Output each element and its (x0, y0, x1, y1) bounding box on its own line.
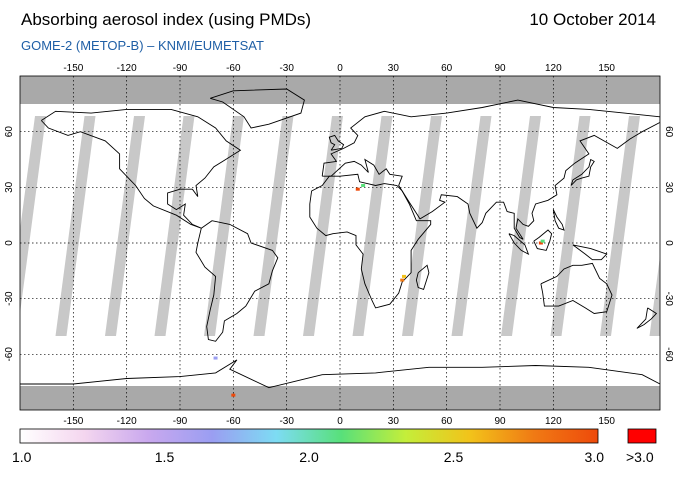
orbit-swath-gaps (20, 116, 660, 336)
new-zealand-coastline (636, 307, 658, 329)
lon-tick-top: -120 (117, 63, 137, 74)
lon-tick-bottom: 120 (545, 416, 562, 427)
lat-tick-right: 60 (663, 126, 674, 138)
antarctica-coastline (20, 359, 660, 389)
sumatra-coastline (508, 233, 530, 256)
aerosol-hotspot (400, 278, 405, 282)
lon-tick-top: -30 (279, 63, 294, 74)
swath-gap (20, 116, 46, 314)
map-subtitle: GOME-2 (METOP-B) – KNMI/EUMETSAT (21, 38, 264, 53)
japan-coastline (570, 158, 595, 186)
lat-tick-left: 60 (4, 126, 15, 138)
longitude-ticks-bottom: -150 -120 -90 -60 -30 0 30 60 90 120 150 (63, 416, 615, 427)
colorbar-label: 1.0 (12, 449, 32, 465)
lon-tick-top: 90 (494, 63, 506, 74)
south-polar-cap (20, 386, 660, 410)
colorbar: 1.0 1.5 2.0 2.5 3.0 >3.0 (12, 428, 657, 465)
south-america-coastline (195, 220, 279, 342)
uk-coastline (328, 134, 345, 151)
lon-tick-bottom: 150 (598, 416, 615, 427)
lat-tick-right: 0 (663, 240, 674, 246)
aerosol-hotspots (213, 183, 545, 397)
map-frame (19, 75, 661, 411)
aerosol-hotspot (538, 241, 543, 245)
swath-gap (154, 116, 195, 336)
lat-tick-left: 30 (4, 181, 15, 193)
aerosol-hotspot (355, 187, 360, 191)
longitude-ticks-top: -150 -120 -90 -60 -30 0 30 60 90 120 150 (63, 63, 615, 74)
borneo-coastline (533, 229, 553, 251)
lon-tick-top: -60 (226, 63, 241, 74)
swath-gap (402, 116, 442, 336)
north-america-coastline (40, 108, 242, 229)
lat-tick-left: -30 (4, 291, 15, 306)
lon-tick-bottom: -30 (279, 416, 294, 427)
lon-tick-bottom: 60 (441, 416, 453, 427)
lat-tick-left: -60 (4, 347, 15, 362)
lon-tick-bottom: 0 (337, 416, 343, 427)
swath-gap (451, 116, 492, 336)
aerosol-hotspot (213, 356, 218, 360)
lat-tick-left: 0 (4, 240, 15, 246)
swath-gap (352, 116, 393, 336)
swath-gap (649, 256, 660, 336)
new-guinea-coastline (572, 244, 608, 261)
map-area (20, 76, 660, 410)
colorbar-label: 2.0 (299, 449, 319, 465)
aerosol-hotspot (402, 274, 406, 278)
swath-gap (550, 116, 591, 336)
colorbar-label: 2.5 (444, 449, 464, 465)
philippines-coastline (552, 209, 565, 231)
swath-gap (105, 116, 145, 336)
lon-tick-bottom: -120 (117, 416, 137, 427)
coastlines (20, 88, 660, 389)
africa-coastline (309, 173, 432, 309)
lon-tick-top: 150 (598, 63, 615, 74)
eurasia-coastline (321, 99, 660, 240)
colorbar-label: 1.5 (155, 449, 175, 465)
map-date: 10 October 2014 (529, 10, 656, 29)
latitude-ticks-right: 60 30 0 -30 -60 (663, 126, 674, 362)
lon-tick-bottom: 30 (388, 416, 400, 427)
madagascar-coastline (415, 264, 430, 290)
lon-tick-bottom: 90 (494, 416, 506, 427)
lon-tick-top: 30 (388, 63, 400, 74)
lon-tick-top: 0 (337, 63, 343, 74)
aerosol-hotspot (361, 183, 366, 187)
swath-gap (55, 116, 96, 336)
lon-tick-bottom: -60 (226, 416, 241, 427)
swath-gap (501, 116, 541, 336)
aerosol-hotspot (540, 239, 545, 243)
graticule (20, 76, 660, 410)
colorbar-label: 3.0 (585, 449, 605, 465)
aerosol-hotspot (231, 393, 236, 397)
colorbar-overflow-label: >3.0 (626, 449, 654, 465)
lat-tick-right: -30 (663, 291, 674, 306)
swath-gap (600, 116, 640, 336)
lon-tick-top: 60 (441, 63, 453, 74)
lon-tick-top: -150 (63, 63, 83, 74)
lon-tick-bottom: -90 (173, 416, 188, 427)
swath-gap (303, 116, 343, 336)
lon-tick-top: -90 (173, 63, 188, 74)
swath-gap (204, 116, 244, 336)
lat-tick-right: 30 (663, 182, 674, 194)
lat-tick-right: -60 (663, 347, 674, 362)
map-title: Absorbing aerosol index (using PMDs) (21, 10, 312, 29)
lon-tick-bottom: -150 (63, 416, 83, 427)
latitude-ticks-left: 60 30 0 -30 -60 (4, 126, 15, 362)
colorbar-gradient (19, 428, 599, 444)
colorbar-overflow-swatch (627, 428, 657, 444)
australia-coastline (540, 262, 613, 314)
lon-tick-top: 120 (545, 63, 562, 74)
swath-gap (253, 116, 294, 336)
